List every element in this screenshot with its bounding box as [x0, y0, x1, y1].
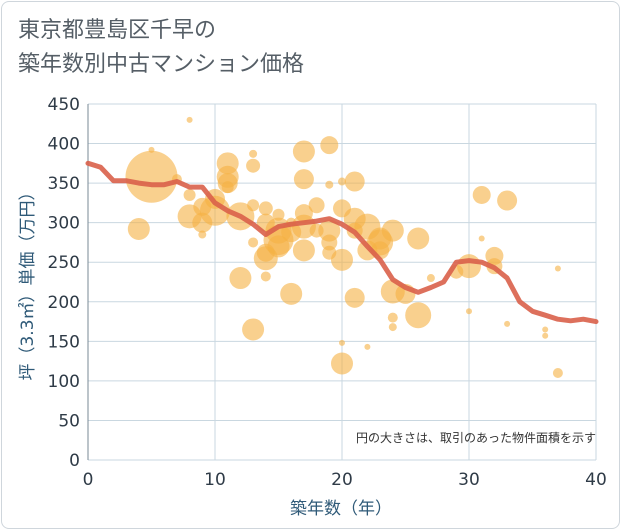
bubble-point: [478, 235, 485, 242]
bubble-point: [186, 116, 193, 123]
y-tick-label: 250: [48, 253, 80, 273]
y-tick-label: 50: [58, 411, 80, 431]
bubble-point: [249, 149, 258, 158]
y-tick-label: 300: [48, 214, 80, 234]
bubble-point: [497, 190, 518, 211]
bubble-point: [381, 219, 404, 242]
x-tick-label: 0: [83, 470, 94, 490]
bubble-point: [552, 367, 563, 378]
bubble-point: [293, 169, 314, 190]
bubble-point: [364, 343, 371, 350]
trend-line-group: [85, 160, 599, 325]
bubble-point: [472, 185, 491, 204]
x-tick-label: 20: [331, 470, 353, 490]
y-tick-label: 150: [48, 332, 80, 352]
y-tick-label: 350: [48, 174, 80, 194]
bubble-point: [198, 230, 207, 239]
bubble-point: [542, 326, 549, 333]
bubble-point: [387, 312, 398, 323]
bubble-point: [339, 339, 345, 346]
bubble-point: [466, 308, 472, 315]
bubble-point: [388, 323, 397, 332]
chart-title: 東京都豊島区千早の 築年数別中古マンション価格: [18, 14, 304, 82]
bubble-point: [148, 146, 155, 153]
bubble-point: [292, 140, 315, 163]
x-tick-labels: 0 10 20 30 40: [83, 470, 607, 490]
bubble-point: [344, 171, 365, 192]
x-tick-label: 40: [585, 470, 607, 490]
bubble-point: [318, 219, 341, 242]
bubble-point: [125, 150, 178, 203]
bubble-point: [272, 208, 285, 221]
bubble-point: [267, 235, 290, 258]
trend-line: [85, 160, 599, 325]
bubble-point: [331, 352, 353, 375]
y-tick-label: 0: [69, 451, 80, 471]
y-tick-labels: 0 50 100 150 200 250 300 350 400 450: [48, 95, 80, 471]
bubble-point: [246, 158, 261, 173]
bubble-point: [344, 287, 365, 308]
x-axis-title: 築年数（年）: [290, 499, 392, 519]
bubble-point: [292, 239, 315, 262]
bubble-point: [183, 188, 196, 201]
chart-title-line-2: 築年数別中古マンション価格: [18, 52, 305, 77]
bubble-point: [325, 180, 334, 189]
bubble-point: [242, 318, 265, 341]
bubble-point: [331, 248, 353, 271]
bubble-point: [320, 136, 339, 155]
y-tick-label: 200: [48, 293, 80, 313]
y-tick-label: 450: [48, 95, 80, 115]
bubble-point: [504, 320, 511, 327]
bubble-point: [426, 274, 435, 283]
bubble-point: [258, 201, 273, 216]
y-axis-title: 坪（3.3㎡）単価（万円）: [18, 183, 38, 380]
bubbles: [125, 116, 563, 378]
bubble-point: [248, 237, 259, 248]
bubble-point: [247, 199, 260, 212]
bubble-point: [260, 271, 271, 282]
size-note: 円の大きさは、取引のあった物件面積を示す: [356, 430, 596, 445]
bubble-point: [338, 177, 346, 186]
bubble-point: [554, 265, 561, 272]
x-tick-label: 10: [204, 470, 226, 490]
bubble-point: [200, 195, 230, 226]
bubble-point: [542, 332, 549, 339]
bubble-point: [457, 254, 481, 279]
bubble-point: [229, 267, 252, 290]
bubble-point: [280, 282, 303, 305]
x-tick-label: 30: [458, 470, 480, 490]
bubble-point: [308, 197, 325, 214]
bubble-point: [221, 181, 234, 194]
chart-title-line-1: 東京都豊島区千早の: [18, 18, 217, 43]
bubble-point: [407, 227, 430, 250]
y-tick-label: 400: [48, 135, 80, 155]
bubble-point: [127, 217, 150, 240]
bubble-point: [321, 234, 338, 251]
bubble-point: [405, 302, 432, 329]
y-tick-label: 100: [48, 372, 80, 392]
